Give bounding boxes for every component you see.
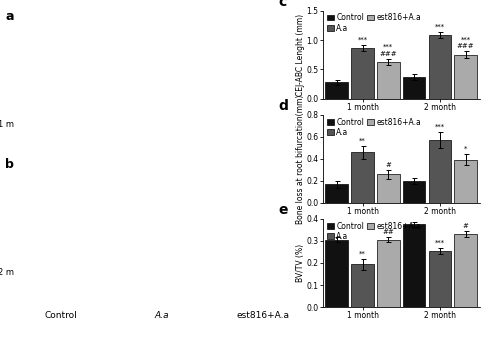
- Legend: Control, A.a, est816+A.a: Control, A.a, est816+A.a: [326, 221, 422, 241]
- Text: ***: ***: [358, 36, 368, 42]
- Text: e: e: [278, 203, 288, 217]
- Bar: [352, 152, 374, 203]
- Text: d₁: d₁: [18, 244, 25, 251]
- Bar: [428, 251, 451, 307]
- Text: **: **: [359, 250, 366, 256]
- Bar: [454, 55, 477, 99]
- Text: est816+A.a: est816+A.a: [236, 311, 289, 320]
- Text: c₁: c₁: [220, 175, 226, 183]
- Text: Control: Control: [44, 311, 77, 320]
- Legend: Control, A.a, est816+A.a: Control, A.a, est816+A.a: [326, 117, 422, 137]
- Text: d₁: d₁: [18, 95, 25, 103]
- Bar: [326, 184, 348, 203]
- Text: a₁: a₁: [18, 175, 25, 183]
- Bar: [403, 225, 425, 307]
- Text: a₁: a₁: [18, 27, 25, 35]
- Text: b₁: b₁: [118, 27, 126, 35]
- Text: e₁: e₁: [118, 95, 126, 103]
- Text: **: **: [359, 137, 366, 143]
- Text: f₁: f₁: [220, 95, 225, 103]
- Y-axis label: BV/TV (%): BV/TV (%): [296, 244, 305, 282]
- Text: c: c: [278, 0, 286, 9]
- Bar: [377, 240, 400, 307]
- Text: c₁: c₁: [220, 27, 226, 35]
- Legend: Control, A.a, est816+A.a: Control, A.a, est816+A.a: [326, 13, 422, 33]
- Text: #: #: [386, 162, 392, 168]
- Bar: [428, 35, 451, 99]
- Text: ***: ***: [435, 239, 445, 245]
- Bar: [428, 140, 451, 203]
- Text: d: d: [278, 99, 288, 113]
- Bar: [352, 264, 374, 307]
- Text: b₁: b₁: [118, 175, 126, 183]
- Bar: [454, 234, 477, 307]
- Text: #: #: [462, 223, 468, 229]
- Bar: [326, 82, 348, 99]
- Text: *: *: [464, 146, 468, 152]
- Text: f₁: f₁: [220, 244, 225, 251]
- Text: ###: ###: [457, 43, 474, 49]
- Bar: [403, 181, 425, 203]
- Bar: [326, 240, 348, 307]
- Bar: [352, 48, 374, 99]
- Text: 2 m: 2 m: [0, 268, 14, 277]
- Text: ##: ##: [382, 229, 394, 235]
- Y-axis label: Bone loss at root bifurcation(mm): Bone loss at root bifurcation(mm): [296, 94, 305, 223]
- Text: ###: ###: [380, 50, 397, 56]
- Text: b: b: [5, 158, 14, 171]
- Text: ***: ***: [435, 124, 445, 130]
- Text: A.a: A.a: [154, 311, 169, 320]
- Text: ***: ***: [460, 36, 470, 42]
- Text: e₁: e₁: [118, 244, 126, 251]
- Y-axis label: CEJ-ABC Lenght (mm): CEJ-ABC Lenght (mm): [296, 14, 305, 96]
- Bar: [377, 62, 400, 99]
- Text: ***: ***: [384, 44, 394, 50]
- Text: ***: ***: [435, 24, 445, 30]
- Text: a: a: [5, 10, 14, 23]
- Bar: [454, 160, 477, 203]
- Bar: [377, 174, 400, 203]
- Text: 1 m: 1 m: [0, 120, 14, 129]
- Bar: [403, 77, 425, 99]
